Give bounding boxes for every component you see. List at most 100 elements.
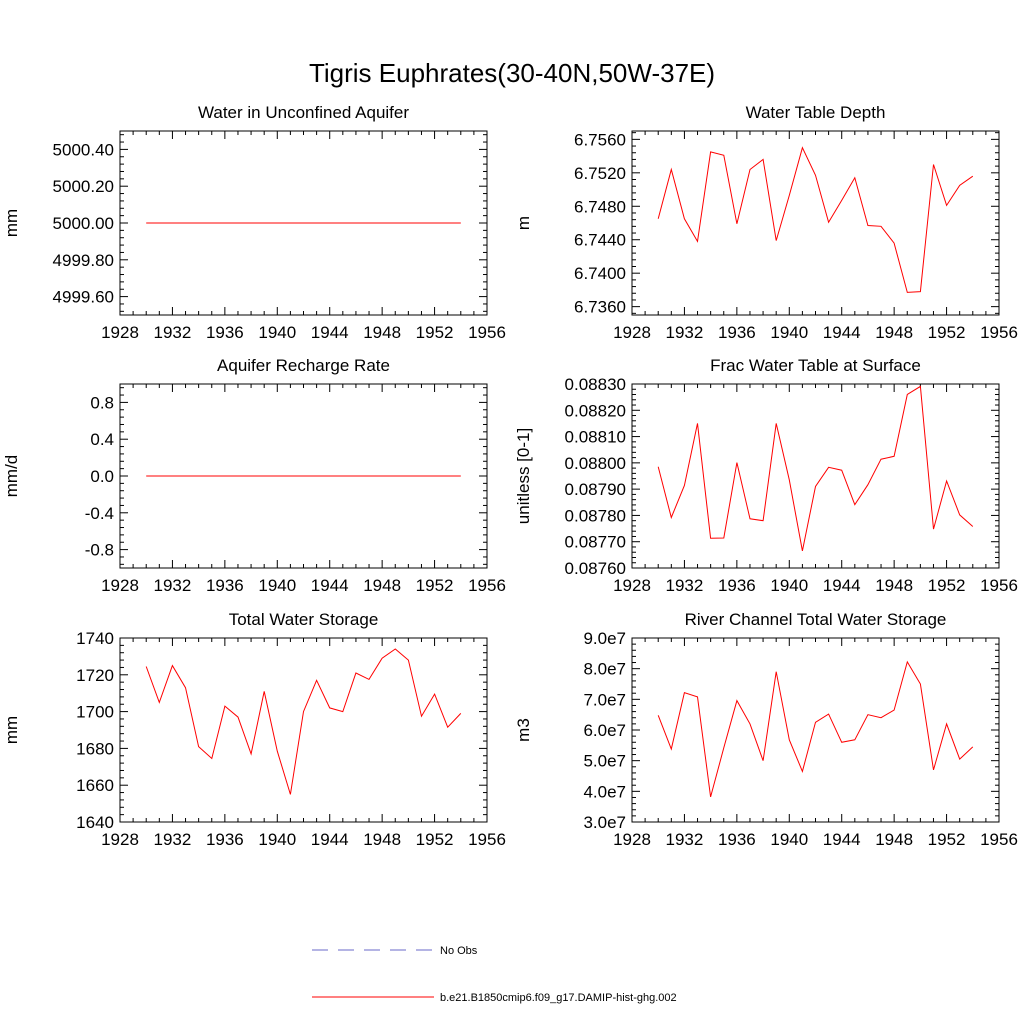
x-tick-label: 1944 (311, 323, 349, 342)
y-tick-label: 5000.20 (53, 177, 114, 196)
series-line-0 (145, 648, 462, 795)
x-tick-label: 1932 (666, 830, 704, 849)
y-tick-label: 6.0e7 (583, 721, 626, 740)
y-tick-label: 4999.80 (53, 251, 114, 270)
y-tick-label: 5000.00 (53, 214, 114, 233)
y-axis-label: m3 (514, 718, 533, 742)
y-axis-label: unitless [0-1] (514, 428, 533, 524)
x-tick-label: 1952 (928, 323, 966, 342)
y-tick-label: 1660 (76, 776, 114, 795)
chart-title: Water Table Depth (746, 103, 886, 122)
plot-frame (631, 637, 1000, 823)
x-tick-label: 1936 (206, 830, 244, 849)
y-tick-label: 0.08820 (565, 401, 626, 420)
x-tick-label: 1952 (416, 830, 454, 849)
x-tick-label: 1956 (980, 323, 1018, 342)
x-tick-label: 1948 (363, 576, 401, 595)
y-tick-label: 1700 (76, 703, 114, 722)
x-tick-label: 1932 (154, 830, 192, 849)
x-tick-label: 1948 (875, 830, 913, 849)
x-tick-label: 1948 (363, 830, 401, 849)
chart-panel-3: Frac Water Table at Surface unitless [0-1… (514, 356, 1018, 595)
x-tick-label: 1948 (363, 323, 401, 342)
y-tick-label: 0.08800 (565, 454, 626, 473)
x-tick-label: 1928 (101, 830, 139, 849)
y-tick-label: 6.7560 (574, 130, 626, 149)
chart-title: Total Water Storage (229, 610, 379, 629)
chart-panel-2: Aquifer Recharge Rate mm/d 1928 1932 1936 194… (2, 356, 506, 595)
x-tick-label: 1944 (823, 323, 861, 342)
x-tick-label: 1928 (101, 323, 139, 342)
x-tick-label: 1952 (416, 576, 454, 595)
x-tick-label: 1940 (258, 323, 296, 342)
x-tick-label: 1940 (770, 576, 808, 595)
y-tick-label: 0.08780 (565, 506, 626, 525)
x-tick-label: 1928 (613, 830, 651, 849)
chart-panel-5: River Channel Total Water Storage m3 1928 1… (514, 610, 1018, 849)
x-tick-label: 1956 (468, 830, 506, 849)
chart-title: River Channel Total Water Storage (685, 610, 947, 629)
x-tick-label: 1936 (206, 576, 244, 595)
x-tick-label: 1948 (875, 576, 913, 595)
x-tick-label: 1956 (468, 576, 506, 595)
y-tick-label: 6.7520 (574, 164, 626, 183)
chart-panels: Water in Unconfined Aquifer mm 1928 1932 193… (2, 103, 1018, 849)
legend-model-label: b.e21.B1850cmip6.f09_g17.DAMIP-hist-ghg.… (440, 992, 677, 1004)
x-tick-label: 1940 (770, 323, 808, 342)
x-tick-label: 1932 (154, 323, 192, 342)
x-tick-label: 1928 (613, 576, 651, 595)
x-tick-label: 1936 (718, 576, 756, 595)
chart-panel-4: Total Water Storage mm 1928 1932 1936 1940 194… (2, 610, 506, 849)
x-tick-label: 1932 (154, 576, 192, 595)
x-tick-label: 1952 (928, 830, 966, 849)
series-line-0 (657, 385, 974, 551)
y-tick-label: 0.08810 (565, 428, 626, 447)
x-tick-label: 1940 (770, 830, 808, 849)
y-axis-label: mm (2, 209, 21, 237)
y-tick-label: 3.0e7 (583, 813, 626, 832)
x-tick-label: 1928 (613, 323, 651, 342)
y-tick-label: 1740 (76, 629, 114, 648)
x-tick-label: 1936 (206, 323, 244, 342)
x-tick-label: 1956 (980, 830, 1018, 849)
y-tick-label: -0.8 (85, 541, 114, 560)
y-tick-label: 6.7360 (574, 298, 626, 317)
y-tick-label: 5.0e7 (583, 752, 626, 771)
x-tick-label: 1940 (258, 830, 296, 849)
y-tick-label: 9.0e7 (583, 629, 626, 648)
x-tick-label: 1944 (823, 830, 861, 849)
y-tick-label: 0.08760 (565, 559, 626, 578)
y-axis-label: m (514, 216, 533, 230)
y-tick-label: 4.0e7 (583, 782, 626, 801)
chart-title: Aquifer Recharge Rate (217, 356, 390, 375)
x-tick-label: 1952 (928, 576, 966, 595)
x-tick-label: 1936 (718, 830, 756, 849)
chart-panel-0: Water in Unconfined Aquifer mm 1928 1932 193… (2, 103, 506, 342)
y-tick-label: -0.4 (85, 504, 114, 523)
y-axis-label: mm/d (2, 455, 21, 498)
x-tick-label: 1944 (311, 830, 349, 849)
chart-title: Frac Water Table at Surface (710, 356, 921, 375)
y-tick-label: 0.08770 (565, 533, 626, 552)
x-tick-label: 1932 (666, 576, 704, 595)
x-tick-label: 1944 (311, 576, 349, 595)
y-tick-label: 1720 (76, 666, 114, 685)
legend-obs-label: No Obs (440, 945, 478, 957)
y-tick-label: 6.7400 (574, 264, 626, 283)
y-tick-label: 4999.60 (53, 288, 114, 307)
y-tick-label: 0.08830 (565, 375, 626, 394)
x-tick-label: 1944 (823, 576, 861, 595)
chart-panel-1: Water Table Depth m 1928 1932 1936 1940 1944 19… (514, 103, 1018, 342)
y-tick-label: 5000.40 (53, 140, 114, 159)
x-tick-label: 1932 (666, 323, 704, 342)
y-tick-label: 6.7480 (574, 197, 626, 216)
y-tick-label: 8.0e7 (583, 660, 626, 679)
x-tick-label: 1952 (416, 323, 454, 342)
plot-frame (631, 383, 1000, 569)
page-title: Tigris Euphrates(30-40N,50W-37E) (309, 58, 715, 88)
y-tick-label: 0.08790 (565, 480, 626, 499)
y-tick-label: 0.0 (90, 467, 114, 486)
y-tick-label: 7.0e7 (583, 690, 626, 709)
y-tick-label: 6.7440 (574, 231, 626, 250)
